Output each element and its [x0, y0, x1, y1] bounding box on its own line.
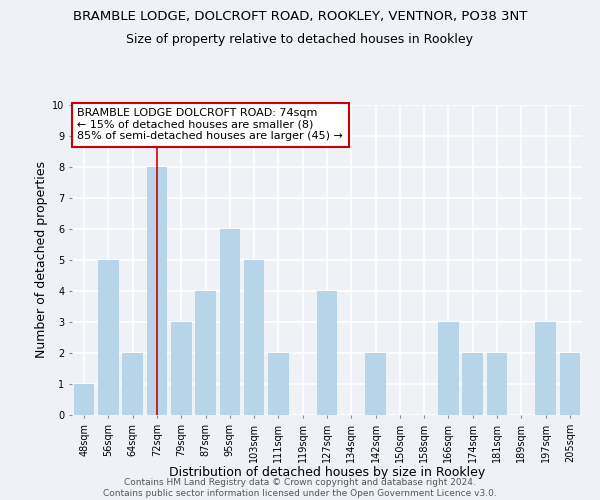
Y-axis label: Number of detached properties: Number of detached properties — [35, 162, 48, 358]
Bar — [365, 353, 386, 415]
X-axis label: Distribution of detached houses by size in Rookley: Distribution of detached houses by size … — [169, 466, 485, 479]
Text: Size of property relative to detached houses in Rookley: Size of property relative to detached ho… — [127, 32, 473, 46]
Bar — [268, 353, 289, 415]
Bar — [74, 384, 94, 415]
Bar — [98, 260, 119, 415]
Bar — [535, 322, 556, 415]
Bar — [171, 322, 191, 415]
Bar — [438, 322, 459, 415]
Bar — [195, 291, 216, 415]
Bar — [487, 353, 508, 415]
Text: BRAMBLE LODGE DOLCROFT ROAD: 74sqm
← 15% of detached houses are smaller (8)
85% : BRAMBLE LODGE DOLCROFT ROAD: 74sqm ← 15%… — [77, 108, 343, 142]
Text: BRAMBLE LODGE, DOLCROFT ROAD, ROOKLEY, VENTNOR, PO38 3NT: BRAMBLE LODGE, DOLCROFT ROAD, ROOKLEY, V… — [73, 10, 527, 23]
Bar — [463, 353, 483, 415]
Bar — [220, 229, 240, 415]
Bar — [146, 167, 167, 415]
Bar — [560, 353, 580, 415]
Bar — [244, 260, 265, 415]
Bar — [122, 353, 143, 415]
Text: Contains HM Land Registry data © Crown copyright and database right 2024.
Contai: Contains HM Land Registry data © Crown c… — [103, 478, 497, 498]
Bar — [317, 291, 337, 415]
